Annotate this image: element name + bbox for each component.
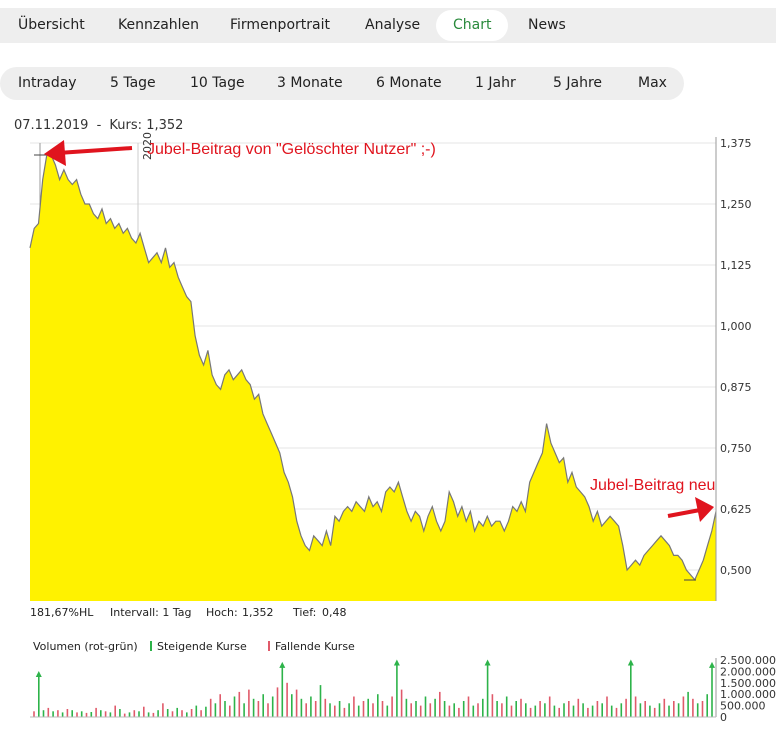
annotation-arrowhead-new [695, 497, 714, 522]
kurs-value: 1,352 [146, 118, 184, 133]
volume-peak-arrow [35, 670, 42, 677]
x-tick-label: 2020 [141, 132, 154, 160]
price-y-axis: 1,375 1,250 1,125 1,000 0,875 0,750 0,625 0,500 [715, 137, 752, 601]
annotation-arrow-new [667, 508, 701, 518]
kurs-label: Kurs: [109, 118, 143, 133]
tab-firmenportrait[interactable]: Firmenportrait [230, 17, 330, 33]
tief-value: 0,48 [322, 606, 347, 619]
y-tick-label: 0,500 [720, 564, 752, 577]
hoch-value: 1,352 [242, 606, 274, 619]
volume-peak-arrow [484, 659, 491, 666]
volume-peak-arrow [709, 661, 715, 668]
volume-tick-label: 2.000.000 [720, 665, 776, 678]
volume-peak-arrow [279, 661, 286, 668]
tab-news[interactable]: News [528, 17, 566, 33]
tab-analyse[interactable]: Analyse [365, 17, 421, 33]
tab-kennzahlen[interactable]: Kennzahlen [118, 17, 200, 33]
chart-annotations: Jubel-Beitrag von "Gelöschter Nutzer" ;-… [44, 140, 715, 522]
interval-label: Intervall: 1 Tag [110, 606, 192, 619]
volume-peak-arrow [393, 659, 400, 666]
price-area [29, 153, 717, 601]
y-tick-label: 1,250 [720, 198, 752, 211]
range-5-jahre[interactable]: 5 Jahre [553, 75, 602, 91]
range-6-monate[interactable]: 6 Monate [376, 75, 442, 91]
y-tick-label: 0,875 [720, 381, 752, 394]
y-tick-label: 1,000 [720, 320, 752, 333]
volume-tick-label: 1.000.000 [720, 688, 776, 701]
annotation-old-post: Jubel-Beitrag von "Gelöschter Nutzer" ;-… [147, 141, 436, 158]
volume-legend-down-label: Fallende Kurse [275, 640, 355, 653]
volume-title: Volumen (rot-grün) [33, 640, 138, 653]
range-max[interactable]: Max [638, 75, 667, 91]
annotation-new-post: Jubel-Beitrag neu [590, 477, 715, 494]
price-x-axis: 2020 [141, 132, 154, 160]
volume-peak-arrow [627, 659, 634, 666]
volume-tick-label: 2.500.000 [720, 654, 776, 667]
price-date: 07.11.2019 [14, 118, 89, 133]
range-1-jahr[interactable]: 1 Jahr [475, 75, 516, 91]
annotation-arrowhead-old [44, 140, 66, 166]
price-separator: - [96, 118, 102, 133]
hoch-label: Hoch: [206, 606, 238, 619]
range-3-monate[interactable]: 3 Monate [277, 75, 343, 91]
volume-y-axis: 2.500.0002.000.0001.500.0001.000.000500.… [30, 654, 776, 724]
tief-label: Tief: [293, 606, 317, 619]
annotation-arrow-old [57, 146, 133, 155]
volume-tick-label: 1.500.000 [720, 677, 776, 690]
volume-chart [33, 659, 715, 717]
tab-chart[interactable]: Chart [436, 10, 509, 41]
y-tick-label: 0,625 [720, 503, 752, 516]
y-tick-label: 1,125 [720, 259, 752, 272]
volume-tick-label: 500.000 [720, 700, 766, 713]
volume-legend-up: Steigende Kurse [150, 640, 247, 653]
price-line [29, 153, 717, 581]
y-tick-label: 0,750 [720, 442, 752, 455]
down-marker [268, 641, 270, 651]
y-tick-label: 1,375 [720, 137, 752, 150]
tab-übersicht[interactable]: Übersicht [18, 17, 85, 33]
price-header: 07.11.2019 - Kurs: 1,352 [14, 118, 183, 133]
volume-legend-down: Fallende Kurse [268, 640, 355, 653]
range-intraday[interactable]: Intraday [18, 75, 77, 91]
hl-value: 181,67%HL [30, 606, 94, 619]
range-10-tage[interactable]: 10 Tage [190, 75, 245, 91]
volume-tick-label: 0 [720, 711, 727, 724]
volume-legend-up-label: Steigende Kurse [157, 640, 247, 653]
up-marker [150, 641, 152, 651]
range-5-tage[interactable]: 5 Tage [110, 75, 156, 91]
range-selector: Intraday 5 Tage 10 Tage 3 Monate 6 Monate 1 J… [0, 67, 684, 100]
main-tab-bar: Übersicht Kennzahlen Firmenportrait Analyse… [0, 8, 776, 43]
price-area-fill [30, 154, 716, 601]
